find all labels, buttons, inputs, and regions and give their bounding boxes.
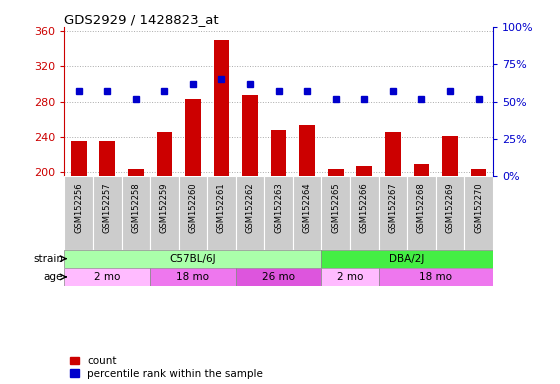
Text: 2 mo: 2 mo	[337, 272, 363, 282]
Bar	[321, 176, 350, 250]
Text: GSM152268: GSM152268	[417, 182, 426, 233]
Legend: count, percentile rank within the sample: count, percentile rank within the sample	[69, 356, 263, 379]
Bar	[213, 40, 230, 176]
Text: GSM152261: GSM152261	[217, 182, 226, 233]
Bar	[264, 176, 293, 250]
Text: strain: strain	[33, 254, 63, 264]
Text: GSM152266: GSM152266	[360, 182, 369, 233]
Bar	[64, 176, 93, 250]
Text: GSM152270: GSM152270	[474, 182, 483, 233]
Bar	[407, 176, 436, 250]
Bar	[293, 176, 321, 250]
Bar	[413, 164, 430, 176]
Text: GSM152264: GSM152264	[302, 182, 312, 233]
Text: 18 mo: 18 mo	[176, 272, 209, 282]
Bar	[236, 268, 321, 286]
Bar	[64, 250, 321, 268]
Bar	[299, 126, 315, 176]
Bar	[436, 176, 464, 250]
Text: GSM152258: GSM152258	[131, 182, 141, 233]
Text: C57BL/6J: C57BL/6J	[170, 254, 216, 264]
Bar	[179, 176, 207, 250]
Text: GSM152256: GSM152256	[74, 182, 83, 233]
Bar	[442, 136, 458, 176]
Bar	[464, 176, 493, 250]
Bar	[242, 96, 258, 176]
Text: 2 mo: 2 mo	[94, 272, 120, 282]
Bar	[379, 176, 407, 250]
Text: GSM152265: GSM152265	[331, 182, 340, 233]
Text: GSM152269: GSM152269	[445, 182, 455, 233]
Bar	[385, 132, 401, 176]
Text: GSM152263: GSM152263	[274, 182, 283, 233]
Bar	[99, 141, 115, 176]
Bar	[236, 176, 264, 250]
Bar	[122, 176, 150, 250]
Bar	[64, 268, 150, 286]
Bar	[128, 169, 144, 176]
Text: GDS2929 / 1428823_at: GDS2929 / 1428823_at	[64, 13, 219, 26]
Bar	[321, 268, 379, 286]
Text: GSM152260: GSM152260	[188, 182, 198, 233]
Bar	[379, 268, 493, 286]
Bar	[350, 176, 379, 250]
Bar	[470, 169, 487, 176]
Text: DBA/2J: DBA/2J	[389, 254, 425, 264]
Bar	[270, 130, 287, 176]
Text: 26 mo: 26 mo	[262, 272, 295, 282]
Bar	[207, 176, 236, 250]
Text: GSM152257: GSM152257	[102, 182, 112, 233]
Bar	[93, 176, 122, 250]
Bar	[321, 250, 493, 268]
Text: GSM152259: GSM152259	[160, 182, 169, 233]
Bar	[328, 169, 344, 176]
Text: 18 mo: 18 mo	[419, 272, 452, 282]
Bar	[71, 141, 87, 176]
Bar	[185, 99, 201, 176]
Text: GSM152267: GSM152267	[388, 182, 398, 233]
Text: age: age	[44, 272, 63, 282]
Bar	[150, 176, 179, 250]
Bar	[356, 166, 372, 176]
Text: GSM152262: GSM152262	[245, 182, 255, 233]
Bar	[156, 132, 172, 176]
Bar	[150, 268, 236, 286]
